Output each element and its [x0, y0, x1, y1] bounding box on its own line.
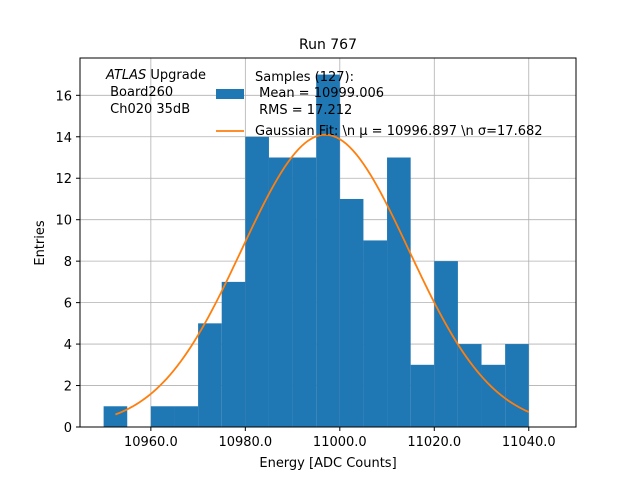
histogram-bar: [103, 406, 128, 427]
gaussian-fit: [115, 133, 530, 416]
histogram-bar: [292, 157, 317, 427]
atlas-label: ATLAS: [105, 68, 146, 83]
plot-frame: [79, 57, 577, 428]
histogram-bar: [198, 323, 222, 427]
histogram-bar: [221, 281, 246, 427]
histogram-bar: [410, 364, 435, 427]
svg-text:ATLAS Upgrade: ATLAS Upgrade: [105, 68, 206, 83]
legend: Samples (127): Mean = 10999.006 RMS = 17…: [216, 70, 543, 139]
histogram-bars: [103, 74, 529, 428]
histogram-bar: [268, 157, 293, 427]
run-annotation: ATLAS Upgrade Board260 Ch020 35dB: [105, 68, 206, 117]
x-tick-label: 11020.0: [407, 435, 461, 450]
x-tick-label: 10960.0: [124, 435, 178, 450]
histogram-bar: [363, 240, 388, 427]
y-tick-label: 8: [64, 255, 72, 270]
histogram-bar: [387, 157, 411, 427]
y-tick-label: 14: [55, 131, 72, 146]
gaussian-fit-line: [115, 133, 530, 416]
chart-title: Run 767: [299, 37, 357, 53]
board-label: Board260: [106, 85, 173, 100]
y-axis-ticks: 0 2 4 6 8 10 12 14 16: [55, 89, 80, 436]
y-tick-label: 10: [55, 214, 72, 229]
y-tick-label: 6: [64, 297, 72, 312]
x-tick-label: 10980.0: [218, 435, 272, 450]
legend-samples-line: Samples (127):: [255, 70, 354, 85]
legend-hist-swatch: [216, 89, 244, 99]
histogram-bar: [174, 406, 199, 427]
y-tick-label: 2: [64, 380, 72, 395]
y-tick-label: 12: [55, 172, 72, 187]
x-axis-label: Energy [ADC Counts]: [259, 456, 396, 471]
histogram-bar: [316, 74, 340, 428]
upgrade-label: Upgrade: [146, 68, 206, 83]
y-tick-label: 0: [64, 421, 72, 436]
x-tick-label: 11000.0: [313, 435, 367, 450]
histogram-bar: [434, 261, 458, 427]
y-tick-label: 16: [55, 89, 72, 104]
x-tick-label: 11040.0: [502, 435, 556, 450]
legend-mean-line: Mean = 10999.006: [255, 86, 384, 101]
histogram-bar: [481, 364, 506, 427]
legend-rms-line: RMS = 17.212: [255, 103, 352, 118]
histogram-bar: [505, 344, 529, 427]
channel-label: Ch020 35dB: [106, 102, 190, 117]
histogram-bar: [339, 198, 364, 427]
legend-fit-label: Gaussian Fit: \n μ = 10996.897 \n σ=17.6…: [255, 124, 543, 139]
histogram-bar: [245, 136, 269, 428]
x-axis-ticks: 10960.0 10980.0 11000.0 11020.0 11040.0: [124, 427, 556, 450]
y-tick-label: 4: [64, 338, 72, 353]
histogram-bar: [150, 406, 175, 427]
histogram-bar: [457, 344, 482, 427]
y-axis-label: Entries: [33, 220, 48, 266]
